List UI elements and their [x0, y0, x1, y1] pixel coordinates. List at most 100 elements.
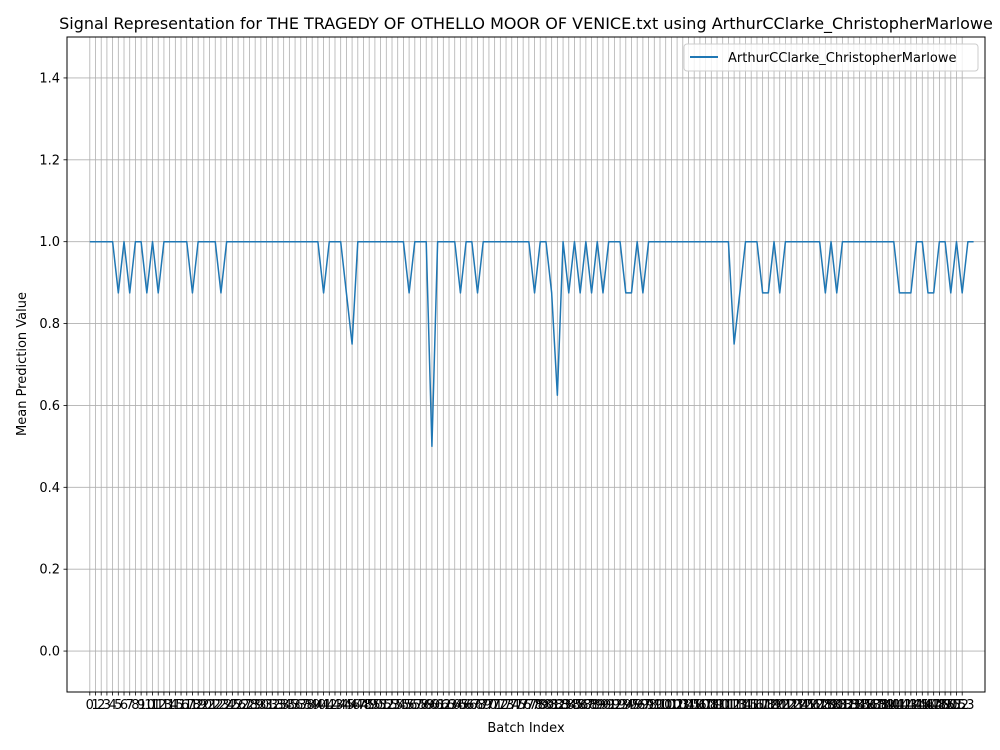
- x-tick-label: 29: [247, 698, 264, 713]
- x-tick-label: 75: [509, 698, 526, 713]
- x-tick-label: 101: [653, 698, 678, 713]
- x-tick-label: 25: [224, 698, 241, 713]
- x-tick-label: 23: [213, 698, 230, 713]
- legend-label: ArthurCClarke_ChristopherMarlowe: [728, 51, 956, 66]
- x-tick-label: 45: [338, 698, 355, 713]
- x-tick-label: 42: [321, 698, 338, 713]
- x-tick-label: 105: [676, 698, 701, 713]
- x-tick-label: 61: [429, 698, 446, 713]
- y-tick-label: 0.0: [39, 645, 60, 660]
- x-tick-label: 12: [150, 698, 167, 713]
- x-tick-label: 86: [572, 698, 589, 713]
- x-tick-label: 55: [395, 698, 412, 713]
- y-tick-label: 0.2: [39, 563, 60, 578]
- y-tick-label: 0.6: [39, 399, 60, 414]
- x-tick-label: 84: [560, 698, 577, 713]
- x-tick-label: 26: [230, 698, 247, 713]
- x-tick-label: 46: [344, 698, 361, 713]
- x-tick-label: 47: [350, 698, 367, 713]
- x-tick-label: 92: [606, 698, 623, 713]
- x-tick-label: 114: [727, 698, 752, 713]
- x-tick-label: 121: [767, 698, 792, 713]
- x-tick-label: 120: [762, 698, 787, 713]
- x-tick-label: 135: [847, 698, 872, 713]
- x-tick-label: 136: [853, 698, 878, 713]
- x-tick-label: 97: [635, 698, 652, 713]
- x-tick-label: 142: [887, 698, 912, 713]
- axes-frame: [66, 36, 986, 693]
- x-tick-label: 9: [137, 698, 145, 713]
- x-tick-label: 35: [281, 698, 298, 713]
- x-tick-label: 70: [481, 698, 498, 713]
- x-tick-label: 65: [452, 698, 469, 713]
- x-tick-label: 28: [241, 698, 258, 713]
- x-tick-label: 6: [120, 698, 128, 713]
- x-tick-label: 115: [733, 698, 758, 713]
- x-axis-label: Batch Index: [487, 721, 565, 736]
- x-tick-label: 18: [184, 698, 201, 713]
- x-tick-label: 117: [745, 698, 770, 713]
- x-tick-label: 110: [705, 698, 730, 713]
- x-tick-label: 123: [779, 698, 804, 713]
- x-tick-label: 151: [938, 698, 963, 713]
- x-tick-label: 128: [807, 698, 832, 713]
- x-tick-label: 147: [916, 698, 941, 713]
- x-tick-label: 118: [750, 698, 775, 713]
- x-tick-label: 83: [555, 698, 572, 713]
- x-tick-label: 5: [114, 698, 122, 713]
- y-axis-ticks: 0.0 0.2 0.4 0.6 0.8 1.0 1.2 1.4: [39, 71, 67, 660]
- x-tick-label: 34: [275, 698, 292, 713]
- x-tick-label: 11: [144, 698, 161, 713]
- x-tick-label: 90: [595, 698, 612, 713]
- x-tick-label: 72: [492, 698, 509, 713]
- x-tick-label: 33: [270, 698, 287, 713]
- x-tick-label: 94: [618, 698, 635, 713]
- y-axis-label: Mean Prediction Value: [15, 292, 30, 436]
- x-tick-label: 57: [407, 698, 424, 713]
- x-tick-label: 73: [498, 698, 515, 713]
- x-tick-label: 30: [253, 698, 270, 713]
- x-axis-ticks: 0123456789101112131415161718192021222324…: [86, 692, 975, 713]
- x-tick-label: 88: [583, 698, 600, 713]
- x-tick-label: 64: [446, 698, 463, 713]
- x-tick-label: 81: [543, 698, 560, 713]
- x-tick-label: 40: [310, 698, 327, 713]
- x-tick-label: 148: [921, 698, 946, 713]
- x-tick-label: 17: [178, 698, 195, 713]
- x-tick-label: 146: [910, 698, 935, 713]
- x-tick-label: 150: [933, 698, 958, 713]
- x-tick-label: 141: [881, 698, 906, 713]
- x-tick-label: 143: [893, 698, 918, 713]
- x-tick-label: 74: [503, 698, 520, 713]
- x-tick-label: 87: [578, 698, 595, 713]
- x-tick-label: 98: [640, 698, 657, 713]
- x-tick-label: 41: [315, 698, 332, 713]
- chart-title: Signal Representation for THE TRAGEDY OF…: [59, 14, 993, 34]
- x-tick-label: 54: [389, 698, 406, 713]
- x-tick-label: 108: [693, 698, 718, 713]
- x-tick-label: 19: [190, 698, 207, 713]
- x-tick-label: 14: [161, 698, 178, 713]
- x-tick-label: 122: [773, 698, 798, 713]
- x-tick-label: 112: [716, 698, 741, 713]
- x-tick-label: 49: [361, 698, 378, 713]
- x-tick-label: 107: [687, 698, 712, 713]
- x-tick-label: 16: [173, 698, 190, 713]
- x-tick-label: 27: [235, 698, 252, 713]
- x-tick-label: 96: [629, 698, 646, 713]
- x-tick-label: 44: [332, 698, 349, 713]
- x-tick-label: 106: [682, 698, 707, 713]
- x-tick-label: 102: [659, 698, 684, 713]
- x-tick-label: 53: [384, 698, 401, 713]
- x-tick-label: 119: [756, 698, 781, 713]
- x-tick-label: 125: [790, 698, 815, 713]
- x-tick-label: 130: [819, 698, 844, 713]
- x-tick-label: 111: [710, 698, 735, 713]
- x-tick-label: 145: [904, 698, 929, 713]
- series-line: [89, 240, 974, 448]
- x-tick-label: 48: [355, 698, 372, 713]
- x-tick-label: 52: [378, 698, 395, 713]
- x-tick-label: 134: [841, 698, 866, 713]
- x-tick-label: 124: [784, 698, 809, 713]
- x-tick-label: 0: [86, 698, 94, 713]
